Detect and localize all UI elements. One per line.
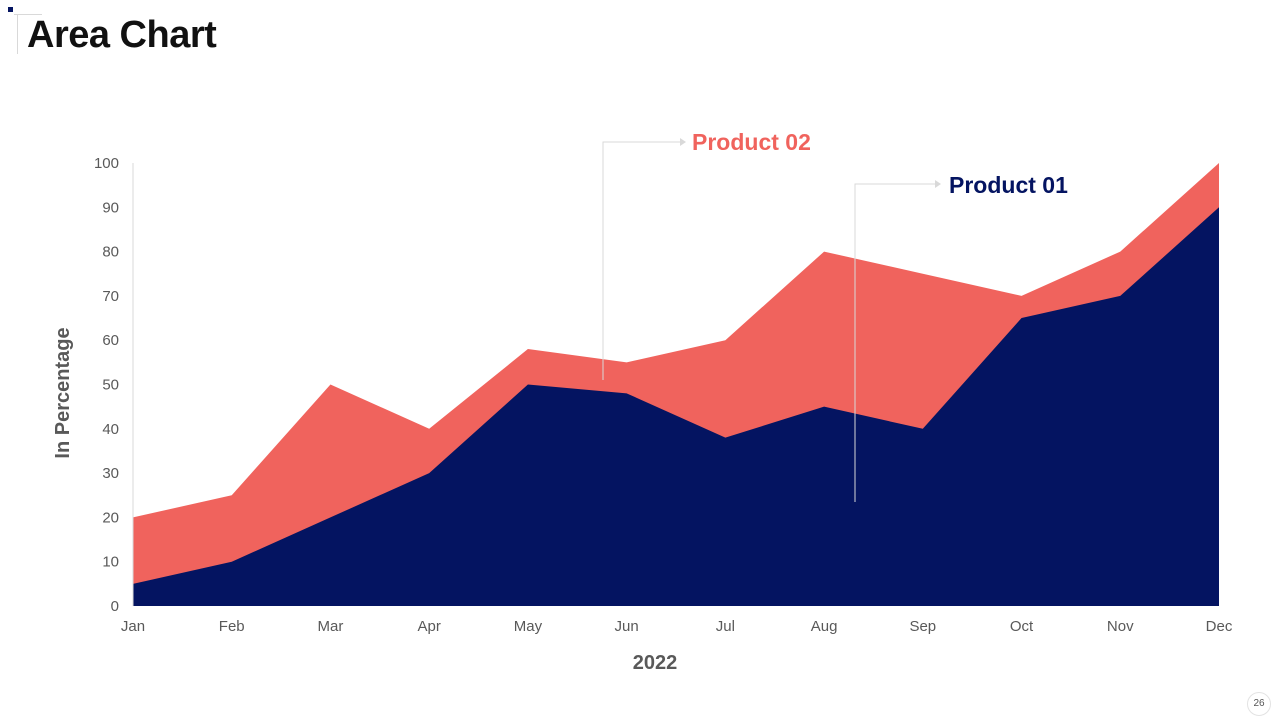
y-tick-label: 10 (102, 554, 119, 571)
y-tick-label: 80 (102, 244, 119, 261)
x-tick-label: May (514, 618, 543, 635)
legend-label-product-02: Product 02 (692, 129, 811, 155)
y-tick-label: 30 (102, 465, 119, 482)
corner-accent-square (8, 7, 13, 12)
x-tick-label: Jan (121, 618, 145, 635)
page-title: Area Chart (27, 14, 217, 56)
callout-line-product-02 (602, 141, 680, 380)
x-tick-label: Apr (418, 618, 441, 635)
x-tick-label: Mar (318, 618, 344, 635)
corner-accent-line (17, 14, 18, 54)
y-tick-label: 60 (102, 332, 119, 349)
x-tick-label: Jul (716, 618, 735, 635)
x-axis-label: 2022 (633, 652, 678, 674)
x-tick-label: Sep (909, 618, 936, 635)
callout-arrow-icon (935, 180, 941, 188)
x-tick-label: Aug (811, 618, 838, 635)
area-series-product-01 (133, 207, 1219, 607)
y-tick-label: 20 (102, 509, 119, 526)
y-tick-label: 70 (102, 288, 119, 305)
legend-label-product-01: Product 01 (949, 172, 1068, 198)
x-tick-label: Nov (1107, 618, 1134, 635)
y-tick-label: 50 (102, 377, 119, 394)
x-tick-label: Feb (219, 618, 245, 635)
x-tick-label: Dec (1206, 618, 1233, 635)
y-axis-label: In Percentage (52, 327, 74, 458)
y-tick-label: 90 (102, 199, 119, 216)
x-tick-label: Oct (1010, 618, 1034, 635)
y-tick-label: 100 (94, 155, 119, 172)
y-tick-label: 0 (111, 598, 119, 615)
corner-accent-line (14, 14, 42, 15)
x-tick-label: Jun (615, 618, 639, 635)
page-number: 26 (1247, 692, 1271, 716)
callout-arrow-icon (680, 138, 686, 146)
y-tick-label: 40 (102, 421, 119, 438)
callout-line-product-01 (854, 183, 935, 502)
